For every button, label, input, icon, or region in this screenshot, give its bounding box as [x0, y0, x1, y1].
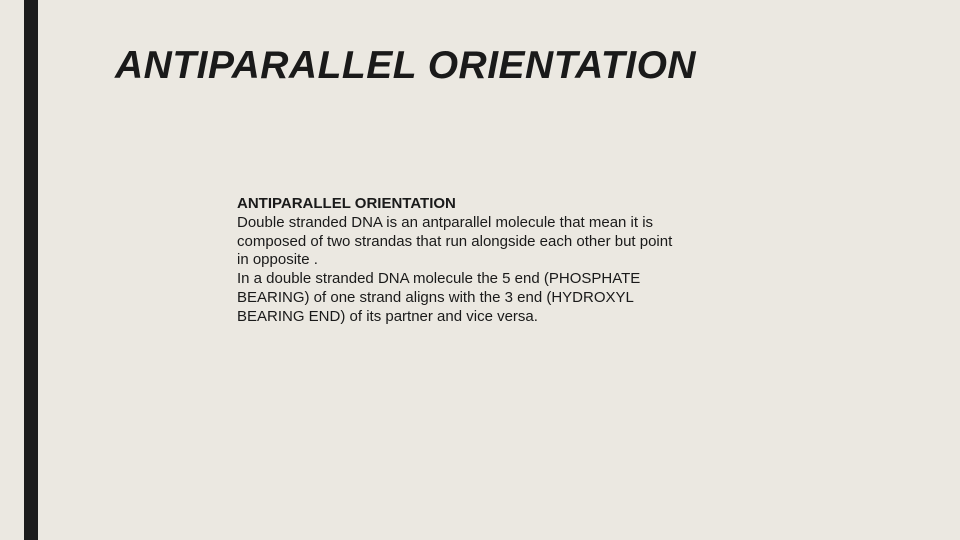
accent-bar — [24, 0, 38, 540]
subheading: ANTIPARALLEL ORIENTATION — [237, 195, 687, 214]
slide-title: ANTIPARALLEL ORIENTATION — [115, 44, 696, 88]
paragraph-1: Double stranded DNA is an antparallel mo… — [237, 214, 687, 270]
body-content: ANTIPARALLEL ORIENTATION Double stranded… — [237, 195, 687, 326]
paragraph-2: In a double stranded DNA molecule the 5 … — [237, 270, 687, 326]
